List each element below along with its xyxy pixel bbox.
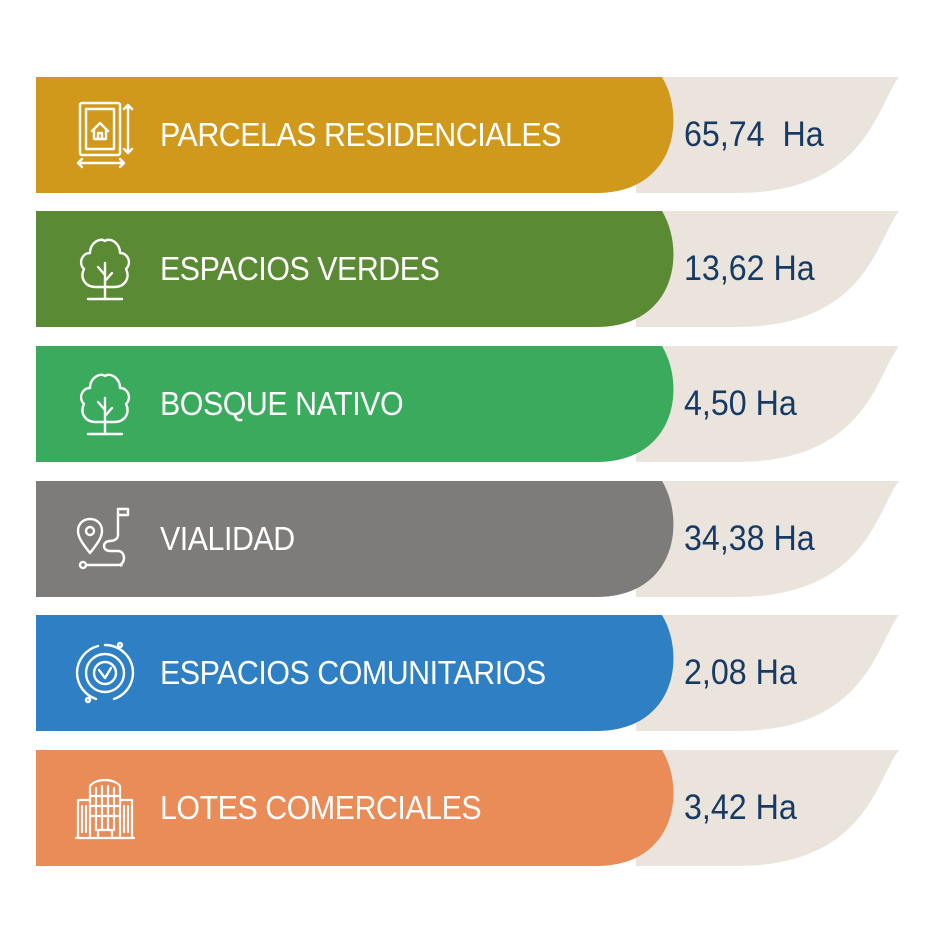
tree-icon [74,368,136,440]
row-label: VIALIDAD [160,520,295,557]
row-lotes-comerciales: LOTES COMERCIALES 3,42 Ha [36,750,899,866]
row-color-bar [36,346,674,462]
row-label: BOSQUE NATIVO [160,385,404,422]
row-color-bar [36,615,674,731]
row-parcelas-residenciales: PARCELAS RESIDENCIALES 65,74 Ha [36,77,899,193]
row-background [36,750,899,866]
row-espacios-verdes: ESPACIOS VERDES 13,62 Ha [36,211,899,327]
row-label: PARCELAS RESIDENCIALES [160,116,562,153]
row-color-bar [36,211,674,327]
row-color-bar [36,77,674,193]
house-plan-icon [74,99,136,171]
row-label: LOTES COMERCIALES [160,789,482,826]
row-espacios-comunitarios: ESPACIOS COMUNITARIOS 2,08 Ha [36,615,899,731]
row-label: ESPACIOS COMUNITARIOS [160,654,546,691]
row-bosque-nativo: BOSQUE NATIVO 4,50 Ha [36,346,899,462]
row-vialidad: VIALIDAD 34,38 Ha [36,481,899,597]
community-circle-icon [74,637,136,709]
row-color-bar [36,481,674,597]
route-pin-icon [74,503,136,575]
row-background [36,481,899,597]
row-background [36,77,899,193]
row-background [36,615,899,731]
row-value: 13,62 Ha [684,249,815,288]
row-value: 34,38 Ha [684,519,815,558]
row-background [36,211,899,327]
row-value: 3,42 Ha [684,788,797,827]
row-value: 65,74 Ha [684,115,824,154]
row-value: 4,50 Ha [684,384,797,423]
row-color-bar [36,750,674,866]
commercial-building-icon [74,772,136,844]
row-value: 2,08 Ha [684,653,797,692]
row-background [36,346,899,462]
row-label: ESPACIOS VERDES [160,250,440,287]
tree-icon [74,233,136,305]
